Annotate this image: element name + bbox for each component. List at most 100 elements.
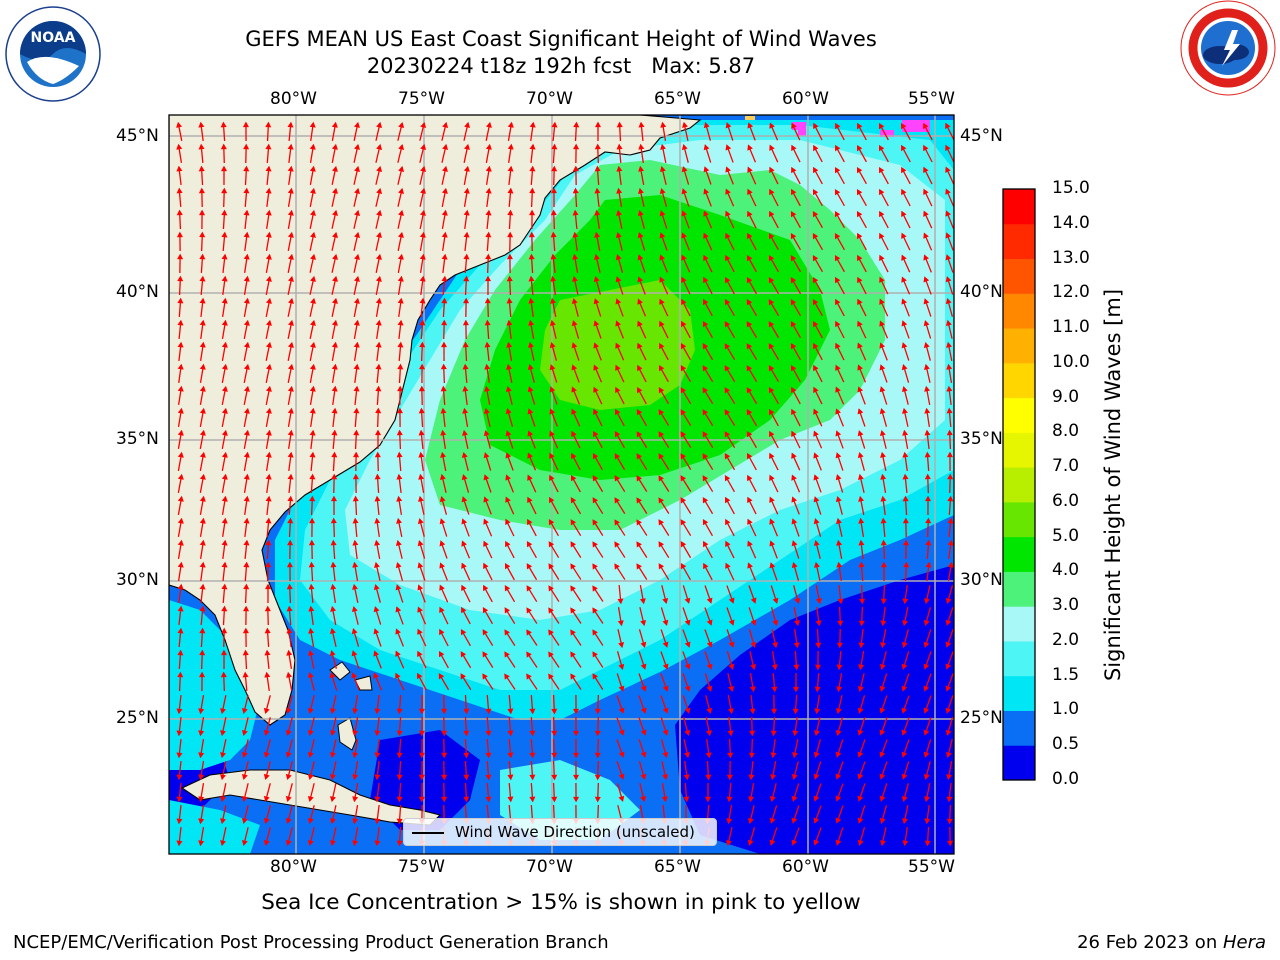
wave-direction-arrowhead [813, 166, 819, 174]
wave-direction-arrowhead [551, 121, 558, 128]
wave-direction-arrowhead [573, 143, 580, 150]
wave-direction-arrowhead [684, 597, 691, 604]
wave-direction-arrowhead [329, 650, 336, 657]
wave-direction-arrowhead [483, 584, 489, 592]
wave-direction-arrowhead [199, 583, 206, 590]
wave-direction-arrowhead [288, 341, 294, 348]
wave-direction-arrowhead [548, 651, 554, 658]
wave-direction-arrowhead [418, 752, 425, 759]
wave-direction-arrowhead [792, 752, 798, 759]
wave-direction-arrowhead [706, 641, 713, 648]
wave-direction-arrowhead [813, 342, 819, 350]
wave-direction-arrowhead [637, 342, 643, 349]
wave-direction-arrowhead [901, 276, 907, 283]
wave-direction-arrowhead [353, 407, 360, 414]
wave-direction-arrowhead [878, 144, 885, 152]
colorbar-block [1003, 258, 1035, 294]
wave-direction-arrowhead [419, 341, 426, 348]
wave-direction-arrowhead [947, 561, 954, 568]
wave-direction-arrowhead [504, 607, 511, 614]
wave-direction-arrowhead [504, 673, 510, 680]
colorbar-tick: 12.0 [1052, 282, 1090, 303]
wave-direction-arrowhead [242, 121, 249, 128]
wave-direction-arrowhead [198, 143, 205, 150]
wave-direction-arrowhead [527, 474, 533, 481]
wave-direction-arrowhead [241, 839, 248, 847]
wave-direction-arrowhead [857, 685, 864, 693]
wave-direction-arrowhead [287, 165, 294, 172]
wave-direction-arrowhead [198, 165, 205, 172]
wave-direction-arrowhead [812, 298, 819, 306]
wave-direction-arrowhead [747, 540, 753, 547]
wave-direction-arrowhead [746, 277, 753, 284]
wave-direction-arrowhead [640, 707, 647, 714]
wave-direction-arrowhead [441, 275, 448, 282]
wave-direction-arrowhead [835, 517, 842, 524]
wave-direction-arrowhead [439, 540, 446, 547]
wave-direction-arrowhead [857, 773, 864, 780]
lat-tick-right: 35°N [960, 429, 1003, 449]
wave-direction-arrowhead [683, 796, 690, 803]
wave-direction-arrowhead [462, 341, 469, 348]
wave-direction-arrowhead [177, 495, 184, 502]
wave-direction-arrowhead [747, 188, 753, 195]
colorbar-block [1003, 432, 1035, 468]
wave-direction-arrowhead [813, 496, 820, 503]
wave-direction-arrowhead [659, 165, 666, 173]
wave-direction-arrowhead [616, 143, 623, 150]
wave-direction-arrowhead [945, 641, 952, 648]
wave-direction-arrowhead [659, 188, 666, 195]
wave-direction-arrowhead [463, 297, 470, 304]
wave-direction-arrowhead [724, 474, 731, 482]
wave-direction-arrowhead [332, 275, 338, 282]
wave-direction-arrowhead [725, 166, 731, 173]
wave-direction-arrowhead [902, 818, 908, 825]
wave-direction-arrowhead [220, 730, 226, 737]
wave-direction-arrowhead [551, 730, 558, 737]
wave-direction-arrowhead [463, 752, 470, 759]
wave-direction-arrowhead [176, 730, 183, 737]
wave-direction-arrowhead [702, 453, 709, 460]
wave-direction-arrowhead [640, 729, 647, 736]
lat-tick-left: 30°N [116, 570, 159, 590]
wave-direction-arrowhead [768, 255, 775, 262]
wave-direction-arrowhead [902, 429, 909, 436]
wave-direction-arrowhead [923, 363, 930, 370]
wave-direction-arrowhead [463, 708, 470, 715]
wave-direction-arrowhead [241, 751, 248, 759]
colorbar-tick: 7.0 [1052, 456, 1080, 477]
wave-direction-arrowhead [485, 253, 492, 260]
wave-direction-arrowhead [550, 253, 557, 260]
wave-direction-arrowhead [375, 297, 382, 304]
wave-direction-arrowhead [461, 518, 468, 525]
wave-direction-arrowhead [659, 298, 665, 305]
wave-direction-arrowhead [461, 451, 468, 459]
lat-tick-right: 40°N [960, 282, 1003, 302]
colorbar-tick: 8.0 [1052, 421, 1080, 442]
wave-direction-arrowhead [351, 628, 358, 635]
wave-direction-arrowhead [310, 297, 316, 304]
wave-direction-arrowhead [879, 254, 885, 262]
wave-direction-arrowhead [198, 818, 205, 825]
wave-direction-arrowhead [396, 840, 403, 847]
wave-direction-arrowhead [551, 143, 558, 150]
wave-direction-arrowhead [507, 231, 514, 238]
wave-direction-arrowhead [901, 795, 908, 803]
wave-direction-arrowhead [879, 276, 885, 283]
wave-direction-arrowhead [395, 628, 401, 635]
wave-direction-arrowhead [506, 341, 513, 348]
wave-direction-arrowhead [507, 209, 514, 216]
wave-direction-arrowhead [570, 651, 576, 658]
wave-direction-arrowhead [836, 664, 843, 671]
legend-label: Wind Wave Direction (unscaled) [455, 823, 695, 841]
wave-direction-arrowhead [177, 605, 184, 612]
wave-direction-arrowhead [309, 407, 316, 414]
wave-direction-arrowhead [353, 319, 360, 326]
wave-direction-arrowhead [727, 708, 734, 715]
wave-direction-arrowhead [770, 774, 777, 781]
wave-direction-arrowhead [353, 429, 360, 436]
wave-direction-arrowhead [570, 541, 576, 548]
wave-direction-arrowhead [285, 817, 292, 825]
wave-direction-arrowhead [573, 774, 580, 781]
footer-branch: NCEP/EMC/Verification Post Processing Pr… [13, 932, 609, 953]
